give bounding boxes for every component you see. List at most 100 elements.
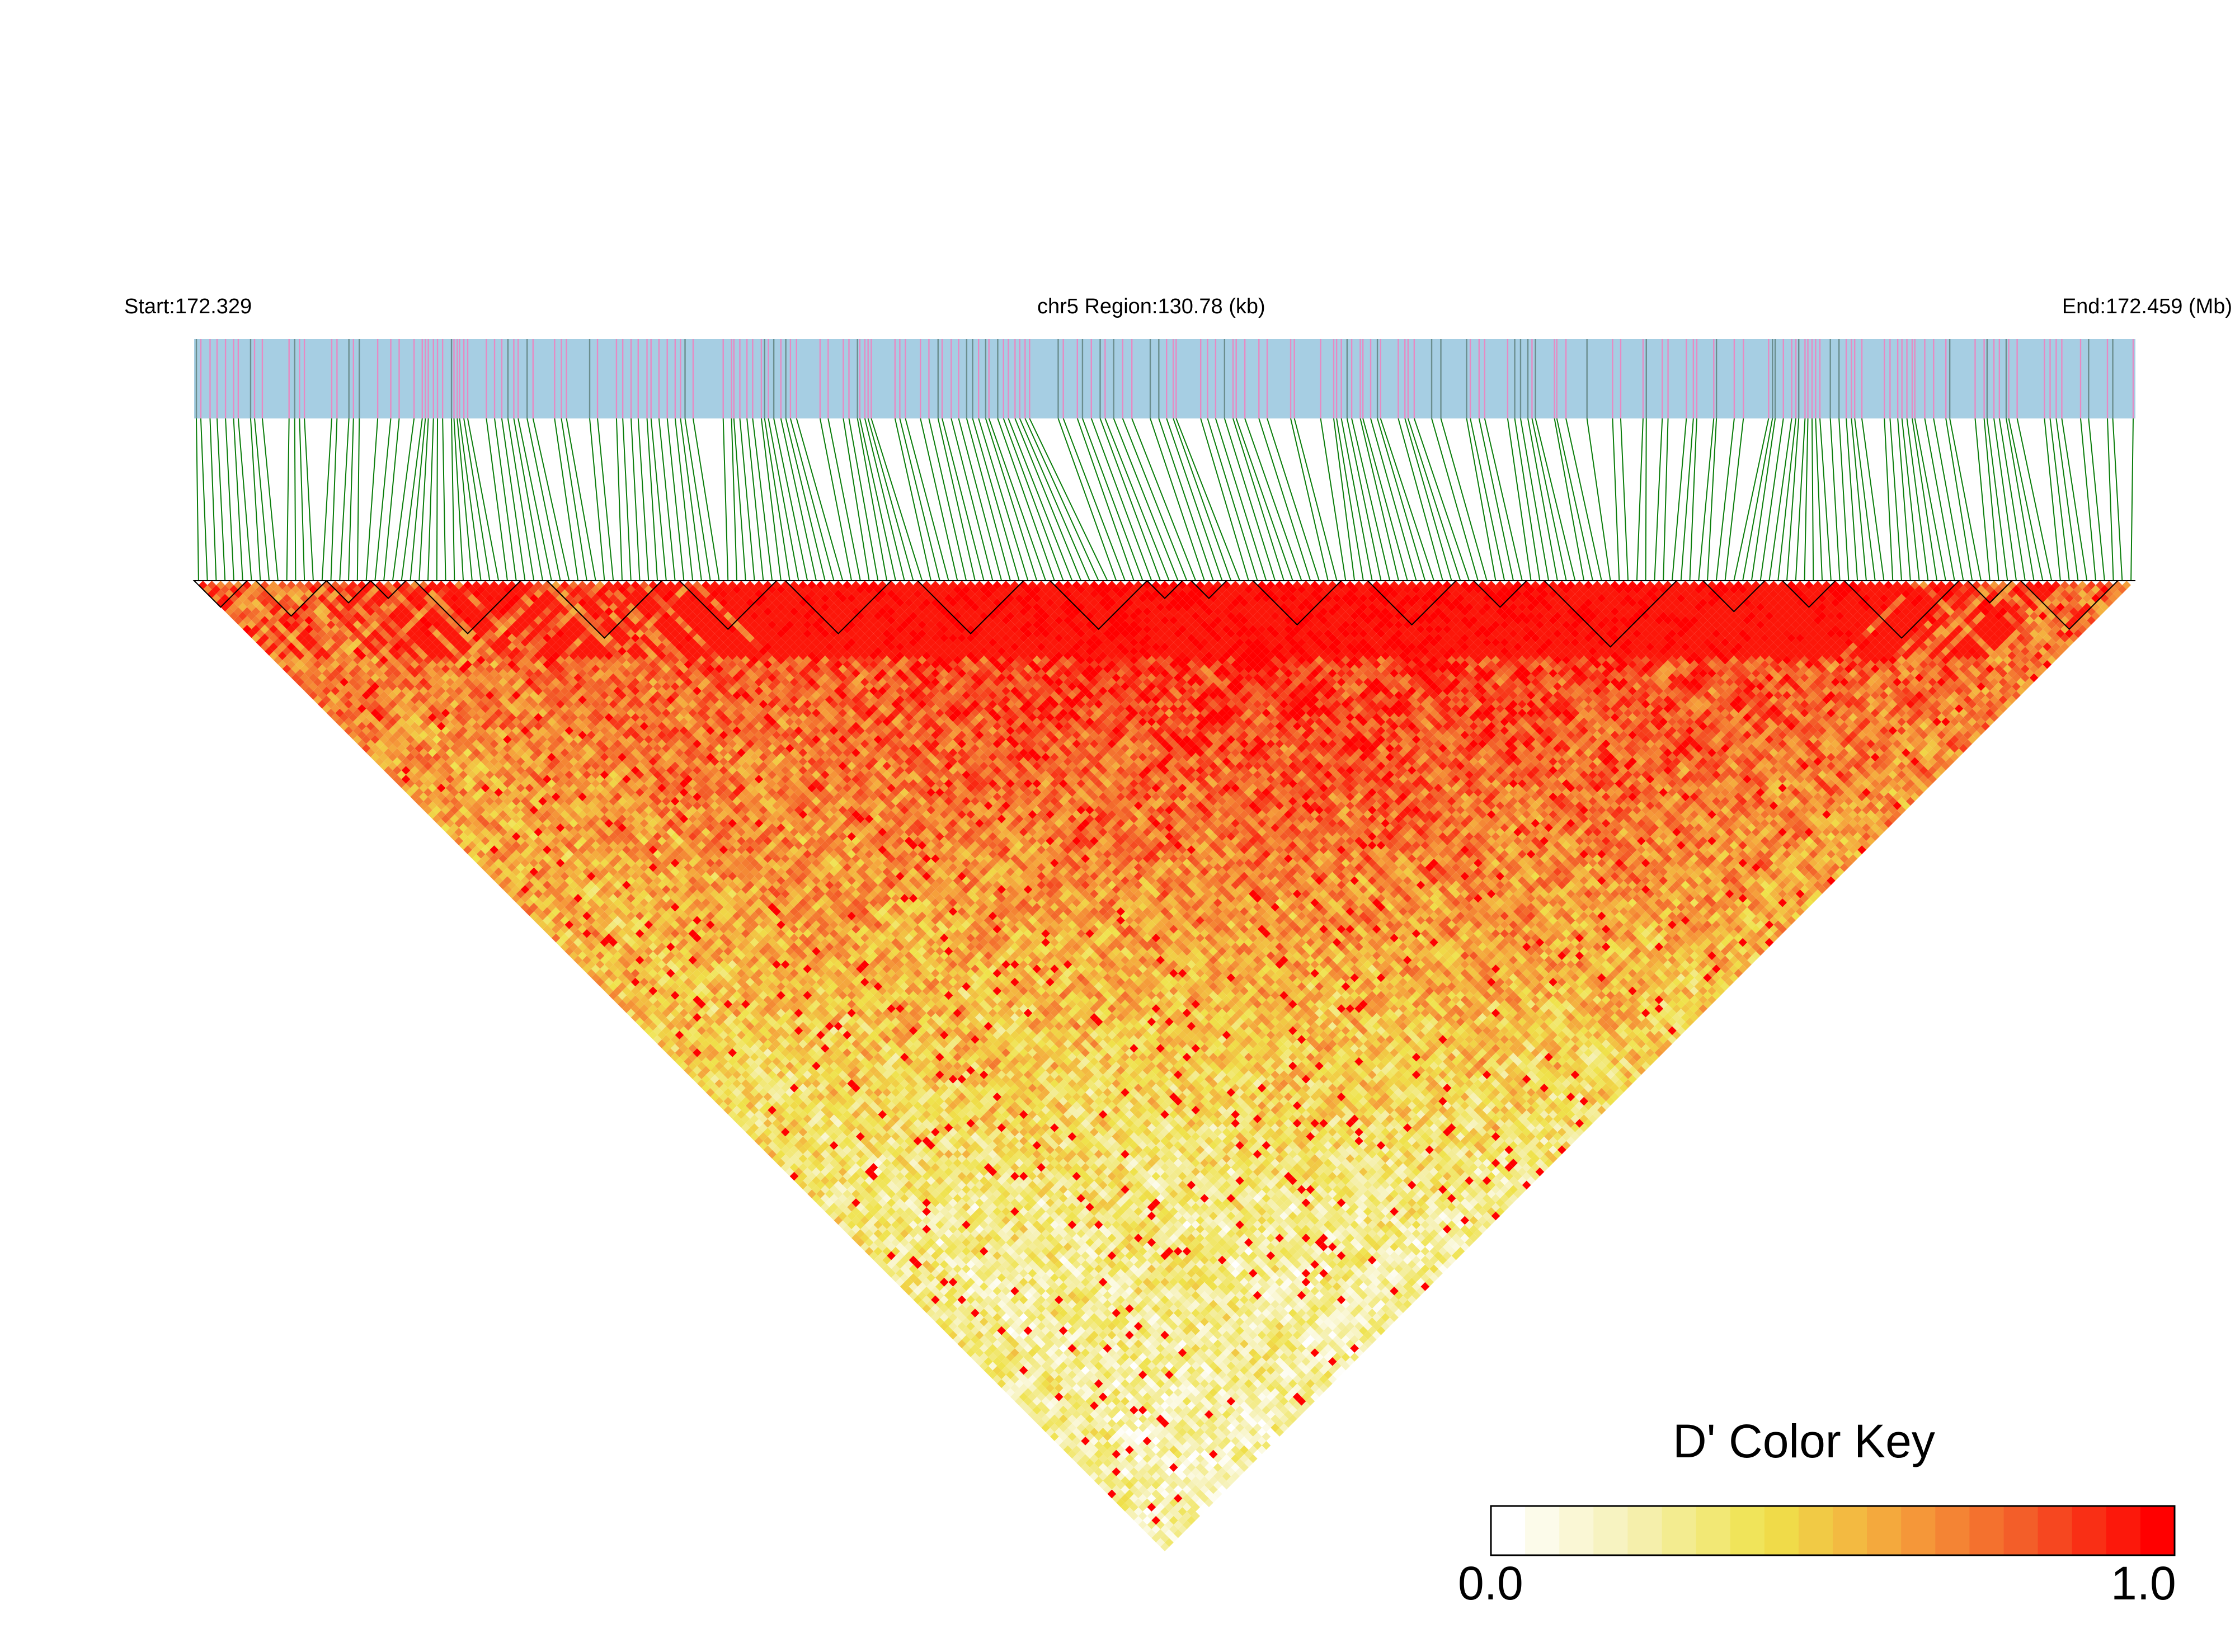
ld-cell	[1914, 585, 1924, 594]
ld-cell	[1954, 589, 1964, 599]
snp-connector	[1846, 418, 1858, 581]
ld-cell	[2025, 589, 2034, 599]
ld-cell	[1354, 581, 1363, 590]
ld-cell	[1522, 581, 1531, 590]
snp-marker	[195, 339, 197, 418]
snp-marker	[233, 339, 234, 418]
ld-cell	[1716, 589, 1725, 599]
ld-cell	[1266, 581, 1276, 590]
snp-connector	[1122, 418, 1188, 581]
ld-cell	[1902, 589, 1911, 599]
snp-connector	[1267, 418, 1320, 581]
ld-cell	[331, 581, 340, 590]
snp-marker	[1104, 339, 1106, 418]
ld-cell	[370, 594, 380, 603]
ld-cell	[1628, 589, 1637, 599]
ld-cell	[1297, 594, 1306, 603]
snp-marker	[1158, 339, 1160, 418]
snp-connector	[1786, 418, 1800, 581]
ld-cell	[1513, 589, 1522, 599]
ld-cell	[1182, 585, 1192, 594]
ld-cell	[922, 598, 931, 608]
ld-cell	[322, 581, 331, 590]
ld-cell	[1253, 594, 1262, 603]
snp-marker	[674, 339, 676, 418]
ld-cell	[1165, 594, 1174, 603]
ld-cell	[419, 581, 428, 590]
snp-marker	[666, 339, 668, 418]
ld-cell	[1610, 581, 1620, 590]
ld-cell	[988, 594, 997, 603]
ld-cell	[1398, 589, 1408, 599]
snp-marker	[658, 339, 660, 418]
ld-cell	[1813, 581, 1823, 590]
ld-cell	[1345, 581, 1355, 590]
snp-connector	[1362, 418, 1408, 581]
ld-cell	[1354, 598, 1363, 608]
ld-cell	[1151, 589, 1161, 599]
snp-marker	[1113, 339, 1114, 418]
ld-cell	[1959, 594, 1968, 603]
snp-marker	[650, 339, 652, 418]
ld-cell	[1645, 589, 1655, 599]
ld-cell	[613, 589, 622, 599]
snp-connector	[1861, 418, 1885, 581]
ld-cell	[1208, 585, 1218, 594]
ld-cell	[1606, 594, 1615, 603]
snp-connector	[1359, 418, 1399, 581]
ld-cell	[1178, 589, 1187, 599]
snp-connector	[2006, 418, 2035, 581]
snp-marker	[526, 339, 528, 418]
ld-cell	[1222, 589, 1231, 599]
snp-marker	[615, 339, 618, 418]
ld-cell	[2073, 594, 2083, 603]
ld-cell	[1107, 589, 1117, 599]
ld-cell	[2113, 581, 2123, 590]
ld-cell	[1959, 585, 1968, 594]
snp-marker	[463, 339, 465, 418]
snp-connector	[1829, 418, 1841, 581]
snp-connector	[507, 418, 535, 581]
ld-cell	[1381, 581, 1390, 590]
ld-cell	[1275, 589, 1284, 599]
snp-marker	[237, 339, 239, 418]
ld-cell	[432, 585, 441, 594]
ld-cell	[1566, 589, 1575, 599]
ld-cell	[750, 585, 759, 594]
ld-cell	[1977, 585, 1985, 594]
snp-marker	[1076, 339, 1078, 418]
ld-cell	[1116, 581, 1126, 590]
ld-cell	[233, 589, 243, 599]
ld-cell	[1822, 589, 1831, 599]
snp-marker	[1795, 339, 1797, 418]
ld-cell	[1870, 594, 1880, 603]
ld-cell	[211, 585, 221, 594]
ld-cell	[1235, 585, 1244, 594]
ld-cell	[807, 589, 816, 599]
snp-marker	[467, 339, 469, 418]
snp-connector	[1131, 418, 1197, 581]
ld-cell	[710, 589, 719, 599]
ld-cell	[723, 585, 733, 594]
ld-cell	[547, 594, 556, 603]
snp-marker	[2016, 339, 2018, 418]
ld-cell	[1301, 589, 1311, 599]
ld-cell	[1429, 594, 1438, 603]
ld-cell	[1839, 581, 1849, 590]
snp-marker	[746, 339, 748, 418]
ld-cell	[816, 598, 825, 608]
ld-cell	[1319, 581, 1328, 590]
ld-cell	[1994, 585, 2003, 594]
ld-cell	[728, 598, 737, 608]
ld-cell	[1544, 585, 1553, 594]
snp-marker	[1768, 339, 1770, 418]
ld-cell	[1213, 589, 1222, 599]
snp-connector	[1554, 418, 1585, 581]
snp-marker	[517, 339, 519, 418]
snp-marker	[1743, 339, 1744, 418]
ld-cell	[1584, 581, 1593, 590]
snp-marker	[348, 339, 350, 418]
snp-connector	[1377, 418, 1426, 581]
ld-cell	[1980, 589, 1990, 599]
